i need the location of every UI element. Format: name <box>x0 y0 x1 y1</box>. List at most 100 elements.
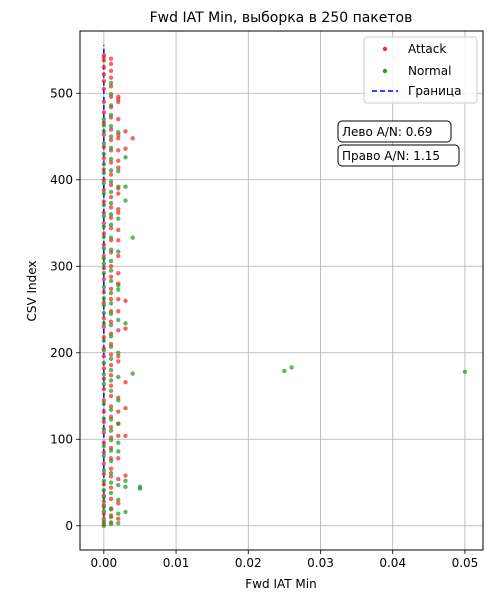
point-attack <box>108 127 114 132</box>
point-normal <box>116 511 121 516</box>
x-tick-label: 0.05 <box>452 556 479 570</box>
point-attack <box>101 277 107 282</box>
point-attack <box>101 220 107 226</box>
point-normal <box>116 440 121 445</box>
point-attack <box>108 496 114 502</box>
point-normal <box>108 311 114 317</box>
point-normal <box>101 117 107 122</box>
point-attack <box>116 354 121 359</box>
point-normal <box>116 350 121 355</box>
chart-title: Fwd IAT Min, выборка в 250 пакетов <box>150 10 413 26</box>
legend-label-normal: Normal <box>408 64 451 78</box>
point-attack <box>123 326 128 331</box>
point-normal <box>108 168 114 173</box>
y-tick-label: 300 <box>50 259 73 273</box>
point-attack <box>101 72 107 77</box>
point-normal <box>101 372 107 377</box>
point-normal <box>108 222 114 227</box>
point-attack <box>101 144 107 150</box>
point-attack <box>123 129 128 134</box>
point-normal <box>130 235 135 240</box>
point-normal <box>116 398 121 403</box>
point-attack <box>108 474 114 479</box>
point-attack <box>123 473 128 478</box>
point-normal <box>116 374 121 380</box>
point-normal <box>108 514 114 520</box>
point-normal <box>101 202 107 208</box>
point-normal <box>108 189 114 195</box>
point-normal <box>108 367 114 373</box>
point-normal <box>123 155 128 160</box>
point-attack <box>101 242 107 247</box>
point-attack <box>101 167 107 172</box>
point-normal <box>101 310 107 316</box>
point-normal <box>101 488 107 493</box>
point-normal <box>101 261 107 266</box>
point-normal <box>101 416 107 421</box>
point-attack <box>116 359 121 364</box>
point-normal <box>137 484 143 490</box>
point-normal <box>108 91 114 97</box>
point-normal <box>101 151 107 157</box>
point-attack <box>108 137 114 143</box>
point-normal <box>101 426 107 432</box>
point-normal <box>101 444 107 449</box>
point-normal <box>101 123 107 128</box>
point-normal <box>101 245 107 251</box>
point-normal <box>108 268 114 273</box>
point-attack <box>108 182 114 188</box>
point-attack <box>108 68 114 73</box>
point-normal <box>282 368 287 374</box>
point-attack <box>108 485 114 490</box>
point-attack <box>101 187 107 193</box>
point-normal <box>108 322 114 328</box>
annotation-right: Право A/N: 1.15 <box>337 144 460 167</box>
point-normal <box>108 417 114 422</box>
point-normal <box>123 198 128 203</box>
point-attack <box>116 501 121 506</box>
point-attack <box>101 335 107 340</box>
point-attack <box>101 324 107 330</box>
legend-frame <box>363 36 478 104</box>
point-normal <box>101 347 107 353</box>
annotation-left: Лево A/N: 0.69 <box>337 120 452 143</box>
point-normal <box>462 369 468 375</box>
y-axis: 0 100 200 300 400 500 <box>50 86 80 533</box>
point-normal <box>123 321 128 326</box>
point-attack <box>101 440 107 445</box>
point-normal <box>108 378 114 383</box>
point-normal <box>116 421 121 426</box>
point-normal <box>101 224 107 229</box>
point-normal <box>108 407 114 413</box>
point-normal <box>101 191 107 196</box>
point-normal <box>108 334 114 339</box>
point-attack <box>101 177 107 182</box>
point-attack <box>116 296 121 302</box>
plot-frame <box>79 30 484 551</box>
point-attack <box>108 373 114 378</box>
point-attack <box>108 286 114 291</box>
x-tick-label: 0.01 <box>163 556 190 570</box>
point-normal <box>116 317 121 323</box>
point-normal <box>101 321 107 326</box>
point-normal <box>108 156 114 162</box>
point-normal <box>101 468 107 473</box>
point-normal <box>108 448 114 453</box>
point-attack <box>108 264 114 269</box>
point-normal <box>116 449 121 454</box>
point-attack <box>101 290 107 295</box>
y-tick-label: 400 <box>50 173 73 187</box>
point-normal <box>101 170 107 176</box>
y-tick-label: 0 <box>65 519 73 533</box>
point-normal <box>101 303 107 308</box>
x-tick-label: 0.02 <box>235 556 262 570</box>
point-normal <box>101 453 107 458</box>
point-normal <box>101 519 107 524</box>
point-normal <box>108 123 114 129</box>
x-axis: 0.00 0.01 0.02 0.03 0.04 0.05 <box>90 550 478 570</box>
point-attack <box>116 165 121 170</box>
point-attack <box>101 366 107 371</box>
point-attack <box>101 210 107 215</box>
legend-label-boundary: Граница <box>408 84 461 98</box>
